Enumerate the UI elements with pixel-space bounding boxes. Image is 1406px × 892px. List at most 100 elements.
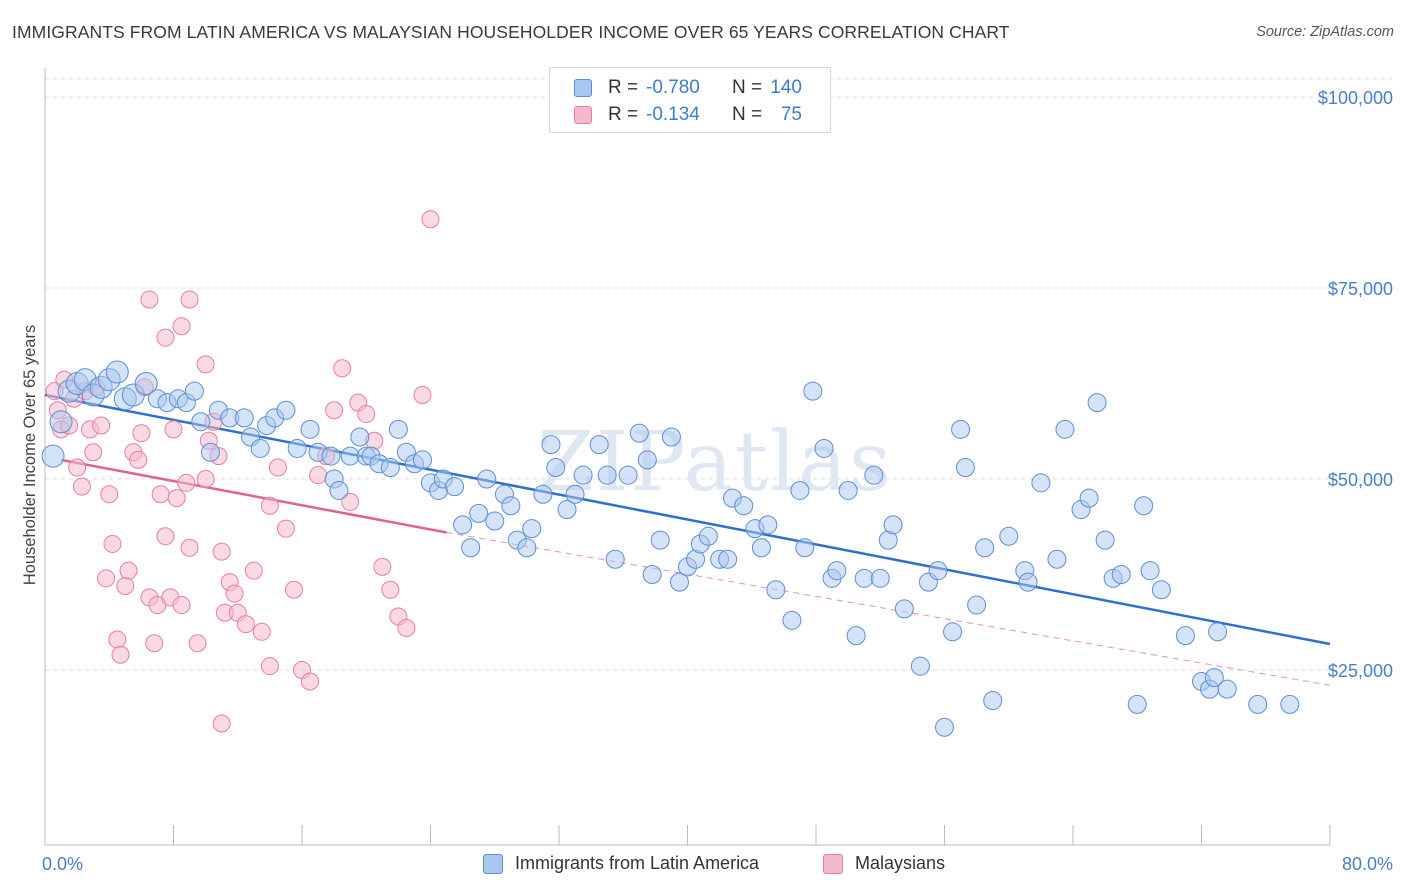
latin-america-point [380,458,400,478]
malaysians-point [164,420,183,439]
legend-label: Malaysians [855,853,946,873]
malaysians-point [196,470,215,488]
latin-america-point [642,565,662,584]
latin-america-points [41,360,1300,737]
malaysians-point [156,527,175,546]
latin-america-point [734,496,754,516]
malaysians-point [357,405,376,424]
malaysians-point [212,714,231,733]
malaysians-point [373,557,392,576]
latin-america-point [718,549,738,569]
latin-america-point [276,400,296,420]
latin-america-point [573,465,593,485]
malaysians-point [156,328,175,347]
latin-america-point [1111,565,1131,584]
latin-america-point [629,423,649,443]
latin-america-point [955,458,975,478]
latin-america-point [846,626,866,646]
y-tick-label: $50,000 [1328,470,1393,490]
latin-america-point [565,484,585,504]
malaysians-point [129,450,148,469]
malaysians-point [260,657,279,676]
malaysians-point [180,538,199,557]
latin-america-point [350,427,370,447]
latin-america-point [894,599,914,619]
r-value: -0.780 [646,77,700,98]
latin-america-point [1095,530,1115,550]
pink-swatch [823,854,843,874]
latin-america-point [546,458,566,478]
n-value: 75 [780,104,802,125]
latin-america-point [910,656,930,676]
latin-america-point [661,427,681,447]
malaysians-point [397,618,416,637]
r-label: R = [608,77,639,98]
latin-america-point [517,538,537,558]
latin-america-point [795,538,815,558]
legend-label: Immigrants from Latin America [515,853,760,873]
latin-america-point [975,538,995,558]
latin-america-point [838,480,858,500]
chart-title: IMMIGRANTS FROM LATIN AMERICA VS MALAYSI… [12,22,1010,42]
malaysians-point [100,485,119,504]
malaysians-point [188,634,207,653]
latin-america-point [883,515,903,535]
latin-america-point [935,717,954,737]
malaysians-point [180,290,199,309]
latin-america-point [967,595,987,615]
malaysians-point [268,458,287,477]
watermark: ZIPatlas [537,415,891,510]
latin-america-point [870,568,890,588]
source-credit: Source: ZipAtlas.com [1256,24,1394,40]
latin-america-point [782,610,802,630]
latin-america-point [589,435,609,455]
latin-america-point [485,511,505,531]
latin-america-point [388,419,408,439]
malaysians-point [140,290,159,309]
malaysians-point [177,473,196,492]
legend-row-pink: R = -0.134 N = 75 [550,101,830,129]
latin-america-point [445,477,465,497]
malaysians-point [252,622,271,641]
malaysians-trend-extension [446,531,1331,686]
latin-america-point [49,410,73,434]
malaysians-point [72,477,91,496]
latin-america-point [1134,496,1154,516]
malaysians-point [92,416,111,435]
n-label: N = [732,104,763,125]
correlation-legend: R = -0.780 N = 140 R = -0.134 N = 75 [549,67,831,133]
malaysians-point [68,458,87,477]
latin-america-point [469,503,489,523]
r-label: R = [608,104,639,125]
malaysians-point [244,561,263,580]
malaysians-point [325,401,344,420]
latin-america-point [329,480,349,500]
latin-america-point [1151,580,1171,600]
latin-america-point [522,519,542,539]
malaysians-point [132,424,151,443]
latin-america-point [453,515,473,535]
latin-america-point [1087,393,1107,413]
latin-america-point [321,446,341,466]
y-axis-title: Householder Income Over 65 years [21,325,39,585]
malaysians-point [301,672,320,691]
grid-lines [45,78,1392,671]
malaysians-trend-line [60,458,447,534]
malaysians-point [145,634,164,653]
malaysians-point [172,596,191,615]
latin-america-point [864,465,884,485]
latin-america-point [814,438,834,458]
latin-america-point [1047,549,1067,569]
latin-america-point [412,450,432,470]
latin-america-point [650,530,670,550]
malaysians-point [225,584,244,603]
series-legend: Immigrants from Latin America Malaysians [0,851,1406,879]
latin-america-point [751,538,771,558]
latin-america-point [766,580,786,600]
malaysians-point [97,569,116,588]
malaysians-point [108,630,127,649]
latin-america-point [1217,679,1237,699]
latin-america-point [250,438,270,458]
latin-america-point [790,480,810,500]
